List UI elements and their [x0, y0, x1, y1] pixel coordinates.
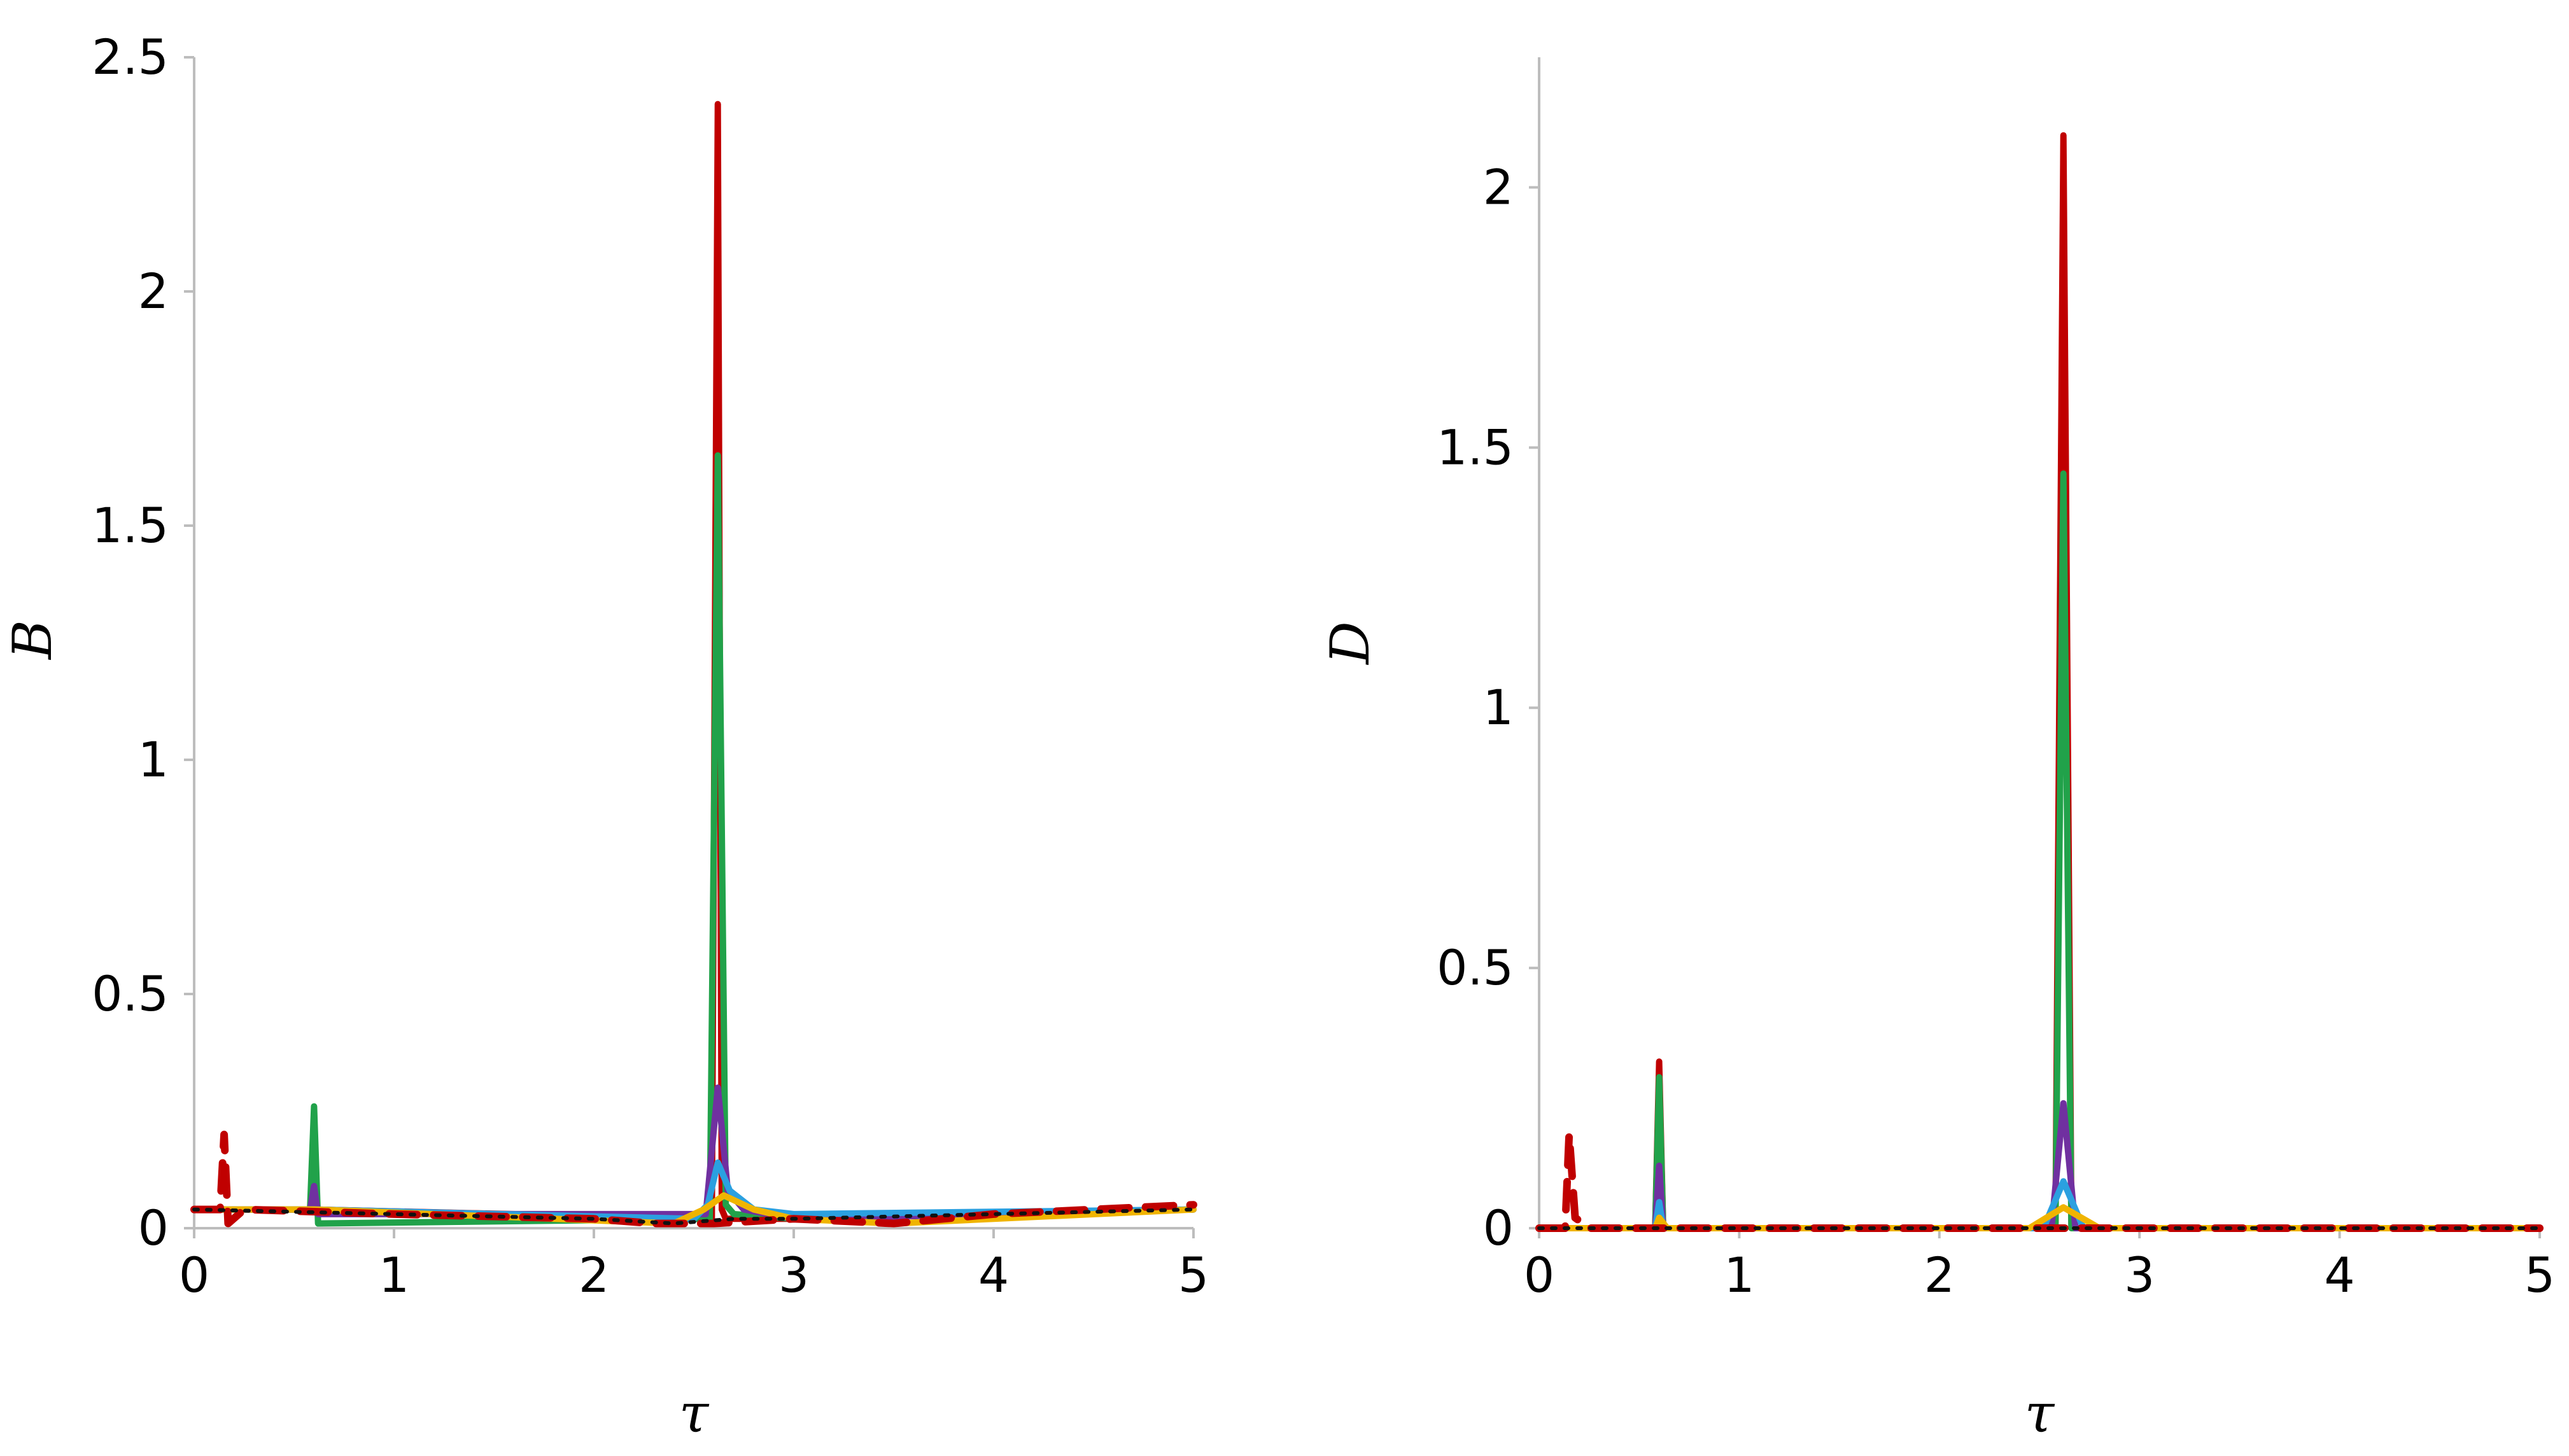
y-axis-title: B: [1, 620, 64, 661]
chart-panel-d: 0 0.5 1 1.5 2 0 1 2 3 4 5 τ D: [1319, 57, 2555, 1445]
y-tick-label: 0.5: [92, 965, 169, 1022]
x-axis-title: τ: [2025, 1382, 2055, 1445]
x-tick-label: 0: [179, 1247, 209, 1303]
chart-panel-b: 0 0.5 1 1.5 2 2.5 0 1 2 3 4 5 τ B: [1, 29, 1209, 1445]
y-tick-label: 1: [138, 731, 169, 788]
y-tick-label: 0.5: [1437, 939, 1514, 996]
series-line-solid: [191, 1084, 1197, 1222]
series-line-solid: [1536, 132, 2543, 1231]
x-tick-label: 1: [1724, 1247, 1754, 1303]
y-tick-label: 2: [138, 263, 169, 319]
x-tick-label: 3: [778, 1247, 809, 1303]
y-tick-label: 1: [1483, 679, 1514, 736]
series-line-solid: [191, 101, 1197, 1222]
series-line-solid: [1536, 1100, 2543, 1231]
x-tick-label: 1: [379, 1247, 409, 1303]
x-tick-label: 5: [1178, 1247, 1209, 1303]
series-line-dotted: [192, 1207, 1195, 1226]
series-line-solid: [1536, 470, 2543, 1231]
x-tick-label: 5: [2524, 1247, 2555, 1303]
x-tick-label: 2: [579, 1247, 609, 1303]
y-tick-label: 2: [1483, 158, 1514, 215]
y-tick-label: 0: [138, 1200, 169, 1256]
x-tick-label: 3: [2124, 1247, 2155, 1303]
y-tick-label: 1.5: [1437, 419, 1514, 475]
x-tick-label: 0: [1524, 1247, 1554, 1303]
y-tick-label: 1.5: [92, 497, 169, 554]
series-line-dashed: [1535, 1130, 2544, 1232]
x-tick-label: 2: [1924, 1247, 1955, 1303]
series-line-solid: [191, 452, 1197, 1227]
y-tick-label: 0: [1483, 1200, 1514, 1256]
x-axis-title: τ: [679, 1382, 710, 1445]
series-line-dashed: [190, 1130, 1197, 1228]
y-axis-title: D: [1319, 621, 1381, 665]
y-tick-label: 2.5: [92, 29, 169, 85]
x-tick-label: 4: [978, 1247, 1009, 1303]
x-tick-label: 4: [2324, 1247, 2354, 1303]
